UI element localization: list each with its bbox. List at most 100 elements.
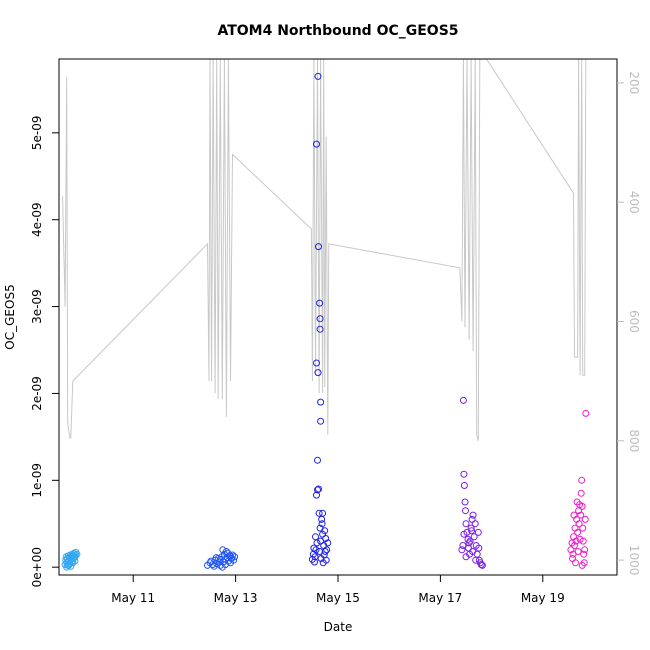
- series-2: [204, 546, 239, 571]
- data-point-s3-18: [322, 535, 330, 542]
- data-point-s3-23: [316, 548, 324, 555]
- data-point-s1-25: [69, 559, 77, 567]
- data-point-s3-36: [317, 398, 325, 406]
- data-point-s4-26: [465, 539, 473, 547]
- x-tick-label-4: May 19: [521, 591, 565, 605]
- data-point-s3-21: [312, 533, 319, 541]
- data-point-s4-25: [462, 553, 470, 561]
- right-tick-label-2: 600: [627, 310, 641, 333]
- data-point-s3-22: [313, 539, 321, 547]
- data-point-s4-31: [468, 527, 476, 535]
- x-tick-label-0: May 11: [111, 591, 155, 605]
- x-axis-label: Date: [324, 620, 353, 634]
- data-point-s1-22: [63, 563, 71, 571]
- plot-frame: [58, 58, 618, 576]
- data-point-s3-27: [322, 556, 330, 564]
- data-point-s4-0: [458, 546, 466, 554]
- pressure-line: [62, 58, 587, 441]
- data-point-s3-9: [315, 509, 323, 517]
- right-y-axis: 200 400 600 800 1000: [617, 71, 641, 575]
- y-tick-label-2: 2e-09: [30, 376, 44, 411]
- data-point-s5-26: [576, 535, 584, 543]
- y-tick-label-3: 3e-09: [30, 289, 44, 324]
- data-point-s3-4: [312, 546, 320, 554]
- data-point-s4-5: [461, 498, 469, 506]
- data-point-s4-20: [474, 528, 482, 536]
- data-point-s4-29: [475, 544, 483, 552]
- data-point-s5-25: [574, 548, 582, 555]
- data-point-s2-24: [221, 561, 229, 569]
- data-point-s5-8: [574, 528, 582, 536]
- data-point-s1-24: [67, 562, 75, 570]
- data-point-s4-4: [460, 482, 468, 489]
- data-point-s3-28: [313, 140, 320, 148]
- data-point-s3-16: [321, 527, 329, 535]
- series-1: [61, 548, 81, 571]
- data-point-s2-29: [212, 554, 220, 562]
- data-point-s3-29: [314, 72, 322, 80]
- data-point-s5-22: [582, 409, 590, 417]
- series-4: [458, 396, 486, 569]
- data-point-s4-23: [477, 561, 485, 569]
- data-point-s3-8: [314, 456, 321, 464]
- data-point-s4-9: [464, 535, 472, 543]
- data-point-s5-29: [573, 498, 581, 506]
- right-tick-label-4: 1000: [627, 545, 641, 576]
- y-axis: 0e+00 1e-09 2e-09 3e-09 4e-09 5e-09: [30, 116, 60, 587]
- y-tick-label-4: 4e-09: [30, 202, 44, 237]
- data-point-s5-6: [572, 537, 580, 545]
- data-point-s5-28: [570, 511, 578, 519]
- x-tick-label-1: May 13: [214, 591, 258, 605]
- data-point-s5-27: [578, 561, 586, 569]
- data-point-s5-4: [571, 542, 578, 549]
- x-tick-label-3: May 17: [418, 591, 462, 605]
- data-point-s1-27: [73, 550, 81, 558]
- data-point-s4-13: [467, 524, 475, 532]
- data-point-s3-39: [318, 520, 326, 528]
- data-point-s3-7: [315, 485, 322, 493]
- data-point-s3-34: [313, 359, 320, 367]
- data-point-s2-21: [210, 562, 218, 570]
- data-point-s5-14: [578, 476, 586, 484]
- data-point-s3-32: [316, 315, 324, 323]
- data-point-s5-15: [578, 502, 586, 510]
- data-point-s5-18: [580, 550, 588, 558]
- right-tick-label-3: 800: [627, 429, 641, 452]
- x-axis: May 11 May 13 May 15 May 17 May 19: [111, 575, 565, 605]
- pressure-layer: [62, 58, 587, 441]
- data-point-s3-20: [324, 539, 332, 547]
- x-tick-label-2: May 15: [316, 591, 360, 605]
- data-point-s5-24: [572, 559, 579, 567]
- right-tick-label-0: 200: [627, 71, 641, 94]
- data-point-s4-3: [460, 470, 468, 478]
- data-point-s3-35: [314, 369, 322, 377]
- data-point-s4-16: [470, 533, 478, 541]
- data-point-s2-26: [219, 546, 227, 554]
- data-point-s5-16: [579, 524, 587, 532]
- data-point-s5-0: [567, 546, 575, 554]
- data-point-s4-15: [469, 511, 477, 519]
- data-point-s3-37: [317, 417, 325, 425]
- data-point-s4-7: [462, 520, 470, 528]
- y-tick-label-0: 0e+00: [30, 547, 44, 587]
- data-point-s3-2: [311, 558, 318, 566]
- data-point-s5-23: [569, 555, 576, 562]
- data-point-s3-13: [319, 509, 327, 517]
- data-point-s3-3: [311, 553, 319, 561]
- series-3: [308, 72, 332, 567]
- data-point-s5-12: [577, 511, 585, 519]
- right-tick-label-1: 400: [627, 191, 641, 214]
- data-point-s5-10: [575, 520, 583, 528]
- y-tick-label-1: 1e-09: [30, 463, 44, 498]
- data-point-s2-20: [207, 557, 215, 565]
- data-point-s3-33: [316, 325, 324, 333]
- chart-title: ATOM4 Northbound OC_GEOS5: [217, 23, 458, 39]
- data-point-s4-1: [459, 542, 467, 549]
- data-point-s4-14: [468, 515, 476, 523]
- data-point-s3-5: [313, 491, 320, 499]
- data-point-s4-17: [471, 520, 479, 528]
- data-point-s3-30: [315, 243, 322, 251]
- y-axis-label: OC_GEOS5: [3, 284, 17, 349]
- y-tick-label-5: 5e-09: [30, 116, 44, 151]
